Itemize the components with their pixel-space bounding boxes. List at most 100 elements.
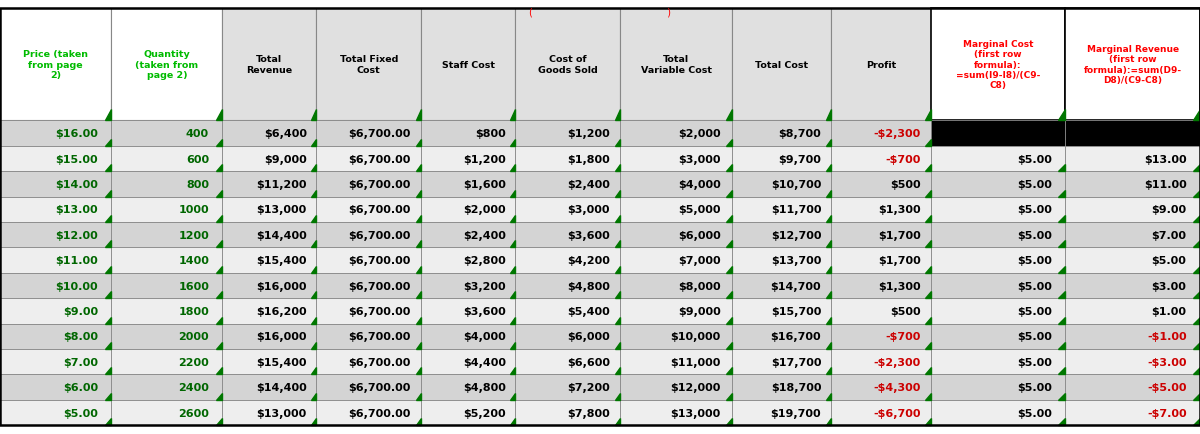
Bar <box>620 299 732 324</box>
Text: $6,600: $6,600 <box>566 357 610 367</box>
Polygon shape <box>216 241 222 248</box>
Bar <box>515 248 620 273</box>
Text: $6,700.00: $6,700.00 <box>348 256 410 266</box>
Text: $6,000: $6,000 <box>678 230 720 240</box>
Text: $6,700.00: $6,700.00 <box>348 306 410 316</box>
Bar <box>1066 299 1200 324</box>
Polygon shape <box>726 110 732 121</box>
Text: $14,700: $14,700 <box>770 281 821 291</box>
Text: $10,000: $10,000 <box>671 332 720 342</box>
Bar <box>222 248 316 273</box>
Bar <box>620 273 732 299</box>
Text: $1.00: $1.00 <box>1152 306 1187 316</box>
Bar <box>316 400 421 425</box>
Bar <box>515 223 620 248</box>
Polygon shape <box>726 393 732 400</box>
Text: $9.00: $9.00 <box>62 306 98 316</box>
Text: $6,700.00: $6,700.00 <box>348 332 410 342</box>
Text: $3,200: $3,200 <box>463 281 505 291</box>
Bar <box>732 248 832 273</box>
Text: -$3.00: -$3.00 <box>1147 357 1187 367</box>
Polygon shape <box>614 110 620 121</box>
Bar <box>620 223 732 248</box>
Text: Total Fixed
Cost: Total Fixed Cost <box>340 55 398 75</box>
Text: $5.00: $5.00 <box>1018 154 1052 164</box>
Text: $7.00: $7.00 <box>1152 230 1187 240</box>
Text: $11,000: $11,000 <box>671 357 720 367</box>
Polygon shape <box>106 110 112 121</box>
Text: $14,400: $14,400 <box>256 230 307 240</box>
Bar <box>0 223 112 248</box>
Text: $10,700: $10,700 <box>770 180 821 190</box>
Bar <box>515 400 620 425</box>
Text: $6,700.00: $6,700.00 <box>348 408 410 418</box>
Bar <box>832 147 931 172</box>
Polygon shape <box>925 266 931 273</box>
Bar <box>316 375 421 400</box>
Polygon shape <box>510 418 515 425</box>
Polygon shape <box>106 215 112 223</box>
Text: $5.00: $5.00 <box>1018 357 1052 367</box>
Polygon shape <box>925 215 931 223</box>
Bar <box>222 121 316 147</box>
Bar <box>515 324 620 349</box>
Text: $13,700: $13,700 <box>770 256 821 266</box>
Bar <box>222 349 316 375</box>
Polygon shape <box>415 215 421 223</box>
Polygon shape <box>1058 342 1066 349</box>
Bar <box>515 9 620 121</box>
Text: $5,000: $5,000 <box>678 205 720 215</box>
Polygon shape <box>1193 165 1200 172</box>
Bar <box>316 197 421 223</box>
Bar <box>620 248 732 273</box>
Polygon shape <box>510 393 515 400</box>
Text: $17,700: $17,700 <box>770 357 821 367</box>
Bar <box>112 172 222 197</box>
Text: $19,700: $19,700 <box>770 408 821 418</box>
Text: $16,700: $16,700 <box>770 332 821 342</box>
Bar <box>515 273 620 299</box>
Bar <box>931 9 1066 121</box>
Bar <box>0 299 112 324</box>
Bar <box>732 223 832 248</box>
Bar <box>732 299 832 324</box>
Polygon shape <box>1058 165 1066 172</box>
Text: 600: 600 <box>186 154 209 164</box>
Polygon shape <box>311 342 316 349</box>
Text: $15,400: $15,400 <box>257 256 307 266</box>
Polygon shape <box>614 317 620 324</box>
Polygon shape <box>510 165 515 172</box>
Text: $6,700.00: $6,700.00 <box>348 382 410 392</box>
Bar <box>421 147 515 172</box>
Bar <box>620 375 732 400</box>
Bar <box>112 299 222 324</box>
Polygon shape <box>1058 241 1066 248</box>
Bar <box>1066 400 1200 425</box>
Polygon shape <box>1058 368 1066 375</box>
Text: $6,000: $6,000 <box>568 332 610 342</box>
Polygon shape <box>415 418 421 425</box>
Polygon shape <box>614 368 620 375</box>
Text: $1,200: $1,200 <box>568 129 610 139</box>
Polygon shape <box>925 190 931 197</box>
Polygon shape <box>216 215 222 223</box>
Polygon shape <box>510 110 515 121</box>
Text: Quantity
(taken from
page 2): Quantity (taken from page 2) <box>136 50 198 80</box>
Text: $5,200: $5,200 <box>463 408 505 418</box>
Text: $6,700.00: $6,700.00 <box>348 230 410 240</box>
Text: $3,000: $3,000 <box>678 154 720 164</box>
Polygon shape <box>311 165 316 172</box>
Polygon shape <box>106 241 112 248</box>
Text: $3.00: $3.00 <box>1152 281 1187 291</box>
Bar <box>316 172 421 197</box>
Polygon shape <box>216 292 222 299</box>
Bar <box>222 223 316 248</box>
Polygon shape <box>614 241 620 248</box>
Bar <box>832 375 931 400</box>
Bar <box>620 121 732 147</box>
Bar <box>1066 248 1200 273</box>
Polygon shape <box>1058 190 1066 197</box>
Text: $3,000: $3,000 <box>568 205 610 215</box>
Text: -$7.00: -$7.00 <box>1147 408 1187 418</box>
Text: $13,000: $13,000 <box>257 408 307 418</box>
